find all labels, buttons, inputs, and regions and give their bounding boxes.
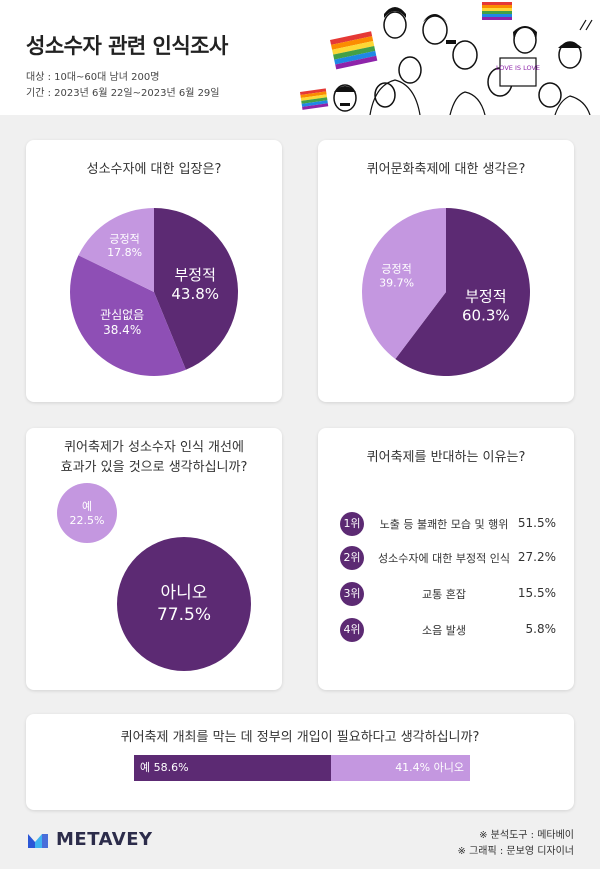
chart-title-line2: 효과가 있을 것으로 생각하십니까? — [60, 460, 248, 475]
stacked-bar: 예 58.6% 41.4% 아니오 — [134, 755, 470, 781]
header: 성소수자 관련 인식조사 대상 : 10대~60대 남녀 200명 기간 : 2… — [0, 0, 600, 115]
love-is-love-sign: LOVE IS LOVE — [496, 57, 540, 87]
bubble-no — [117, 537, 251, 671]
sign-text: LOVE IS LOVE — [496, 64, 540, 72]
metavey-logo-icon — [28, 834, 48, 848]
bar-segment-yes: 예 58.6% — [134, 755, 331, 781]
rank-badge: 2위 — [340, 546, 364, 570]
pie-card-stance: 성소수자에 대한 입장은? 부정적 43.8% 관심없음 38.4% 긍정적 17.8% — [26, 140, 282, 402]
bar-segment-no: 41.4% 아니오 — [331, 755, 470, 781]
rank-badge: 3위 — [340, 582, 364, 606]
pie-slice-1 — [70, 255, 186, 376]
pie-slice-0 — [154, 208, 239, 370]
list-item: 1위 노출 등 불쾌한 모습 및 행위 51.5% — [340, 511, 556, 537]
bubble-yes-value: 22.5% — [70, 514, 105, 527]
bubble-no-label: 아니오 — [161, 583, 208, 603]
pie-slice-label: 긍정적 — [381, 263, 411, 276]
rank-label: 노출 등 불쾌한 모습 및 행위 — [379, 518, 509, 531]
list-item: 4위 소음 발생 5.8% — [340, 617, 556, 643]
brand-name: METAVEY — [56, 829, 153, 850]
bar-label-no: 41.4% 아니오 — [395, 761, 464, 774]
rank-value: 15.5% — [517, 586, 556, 600]
pie-slice-label: 부정적 — [175, 266, 216, 284]
rank-label: 소음 발생 — [422, 624, 466, 637]
bubble-yes-label: 예 — [82, 500, 92, 513]
survey-period: 기간 : 2023년 6월 22일~2023년 6월 29일 — [26, 88, 220, 99]
bubble-card-effect: 퀴어축제가 성소수자 인식 개선에 효과가 있을 것으로 생각하십니까? 예 2… — [26, 428, 282, 690]
tool-note: ※ 분석도구 : 메타베이 — [479, 830, 574, 841]
pie-slice-value: 43.8% — [171, 285, 219, 303]
pie-slice-value: 17.8% — [107, 246, 142, 259]
pie-slice-label: 긍정적 — [109, 232, 139, 245]
rank-label: 성소수자에 대한 부정적 인식 — [378, 552, 510, 565]
bubble-no-value: 77.5% — [157, 605, 211, 625]
chart-title: 퀴어축제 개최를 막는 데 정부의 개입이 필요하다고 생각하십니까? — [120, 730, 480, 745]
page-title: 성소수자 관련 인식조사 — [26, 34, 228, 58]
survey-target: 대상 : 10대~60대 남녀 200명 — [26, 72, 160, 83]
graphic-note: ※ 그래픽 : 문보영 디자이너 — [457, 846, 574, 857]
rank-value: 27.2% — [517, 550, 556, 564]
rainbow-flag-bottom — [300, 88, 329, 110]
pie-slice-0 — [395, 208, 530, 376]
rainbow-flag-left — [330, 31, 378, 70]
bar-label-yes: 예 58.6% — [140, 761, 189, 774]
bubble-yes — [57, 483, 117, 543]
rank-value: 5.8% — [525, 622, 557, 636]
pie-slice-value: 38.4% — [103, 323, 141, 337]
rank-badge: 4위 — [340, 618, 364, 642]
rank-label: 교통 혼잡 — [422, 588, 466, 601]
pie-slice-2 — [78, 208, 154, 292]
chart-title: 퀴어축제를 반대하는 이유는? — [366, 450, 526, 465]
chart-title-line1: 퀴어축제가 성소수자 인식 개선에 — [64, 440, 244, 455]
list-item: 3위 교통 혼잡 15.5% — [340, 581, 556, 607]
pride-crowd-illustration: LOVE IS LOVE — [300, 2, 593, 115]
list-item: 2위 성소수자에 대한 부정적 인식 27.2% — [340, 545, 556, 571]
chart-title: 퀴어문화축제에 대한 생각은? — [366, 162, 526, 177]
pie-slice-value: 39.7% — [379, 276, 414, 289]
bubble-chart-effect: 예 22.5% 아니오 77.5% — [57, 483, 251, 671]
pie-slice-label: 부정적 — [465, 288, 506, 306]
chart-title: 성소수자에 대한 입장은? — [86, 162, 222, 177]
pie-slice-label: 관심없음 — [100, 308, 144, 322]
rainbow-flag-right — [482, 2, 512, 20]
bar-card-government: 퀴어축제 개최를 막는 데 정부의 개입이 필요하다고 생각하십니까? 예 58… — [26, 714, 574, 810]
rank-value: 51.5% — [517, 516, 556, 530]
pie-slice-1 — [361, 208, 446, 360]
pie-slice-value: 60.3% — [462, 306, 510, 324]
ranking-card-reasons: 퀴어축제를 반대하는 이유는? 1위 노출 등 불쾌한 모습 및 행위 51.5… — [318, 428, 574, 690]
pie-card-festival: 퀴어문화축제에 대한 생각은? 부정적 60.3% 긍정적 39.7% — [318, 140, 574, 402]
rank-badge: 1위 — [340, 512, 364, 536]
